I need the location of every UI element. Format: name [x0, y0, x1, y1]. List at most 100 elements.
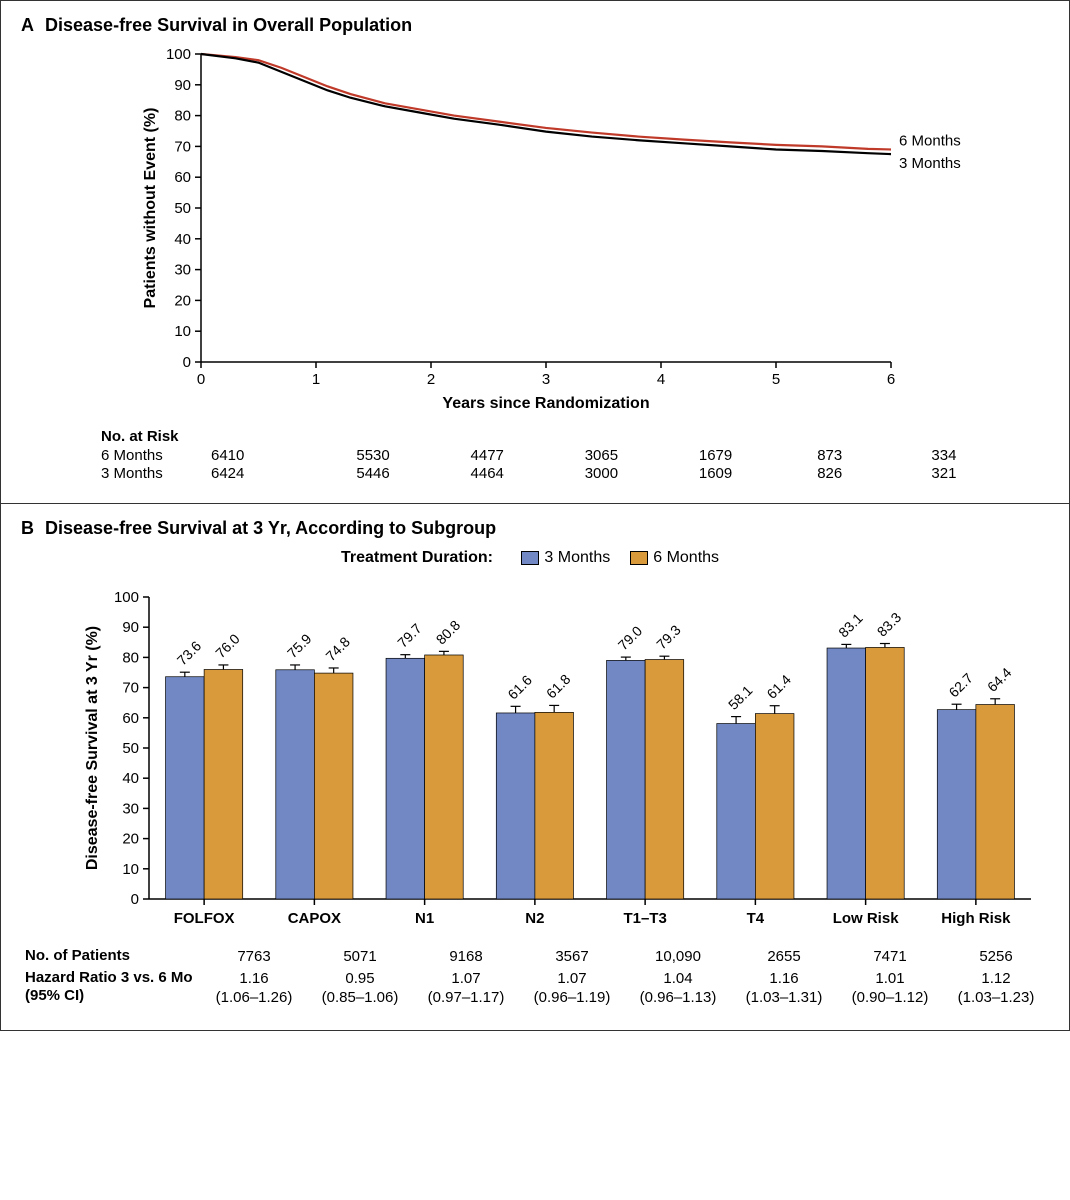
km-chart: 01020304050607080901000123456Years since…: [141, 46, 941, 416]
hazard-ratio-cell: 1.07(0.97–1.17): [413, 969, 519, 1008]
svg-text:60: 60: [174, 169, 191, 186]
svg-text:61.8: 61.8: [543, 671, 574, 702]
svg-text:58.1: 58.1: [725, 682, 756, 713]
hazard-ratio-cell: 1.12(1.03–1.23): [943, 969, 1049, 1008]
risk-cell: 1609: [658, 465, 772, 482]
svg-text:76.0: 76.0: [212, 630, 243, 661]
n-patients-row: No. of Patients 776350719168356710,09026…: [21, 947, 1049, 967]
risk-cell: 6424: [201, 465, 316, 482]
hazard-ratio-cell: 0.95(0.85–1.06): [307, 969, 413, 1008]
svg-text:90: 90: [122, 619, 139, 636]
risk-cell: 1679: [658, 447, 772, 464]
svg-text:6: 6: [887, 371, 895, 388]
svg-text:3 Months: 3 Months: [899, 155, 961, 172]
n-patients-cell: 7471: [837, 947, 943, 967]
svg-text:73.6: 73.6: [174, 638, 205, 669]
svg-text:80: 80: [174, 108, 191, 125]
svg-text:0: 0: [131, 891, 139, 908]
svg-text:79.7: 79.7: [394, 620, 425, 651]
hazard-ratio-cell: 1.01(0.90–1.12): [837, 969, 943, 1008]
svg-text:5: 5: [772, 371, 780, 388]
panel-a-title-text: Disease-free Survival in Overall Populat…: [45, 15, 412, 35]
svg-text:Low Risk: Low Risk: [833, 910, 900, 927]
risk-cell: 4477: [430, 447, 544, 464]
svg-text:75.9: 75.9: [284, 630, 315, 661]
svg-text:3: 3: [542, 371, 550, 388]
svg-text:90: 90: [174, 77, 191, 94]
panel-a-letter: A: [21, 15, 34, 35]
legend-swatch: [521, 551, 539, 565]
risk-row-label: 3 Months: [101, 465, 201, 482]
km-svg: 01020304050607080901000123456Years since…: [141, 46, 971, 416]
svg-text:Patients without Event (%): Patients without Event (%): [142, 108, 159, 309]
svg-text:100: 100: [114, 589, 139, 606]
svg-text:1: 1: [312, 371, 320, 388]
panel-a: A Disease-free Survival in Overall Popul…: [1, 1, 1069, 504]
legend-swatch: [630, 551, 648, 565]
legend: Treatment Duration: 3 Months 6 Months: [21, 549, 1049, 567]
bar-svg: 0102030405060708090100Disease-free Survi…: [81, 573, 1041, 933]
hr-label: Hazard Ratio 3 vs. 6 Mo (95% CI): [21, 969, 201, 1007]
svg-text:70: 70: [122, 680, 139, 697]
svg-text:40: 40: [122, 770, 139, 787]
risk-cell: 5446: [316, 465, 430, 482]
figure-container: A Disease-free Survival in Overall Popul…: [0, 0, 1070, 1031]
svg-text:40: 40: [174, 231, 191, 248]
n-patients-cell: 9168: [413, 947, 519, 967]
svg-text:0: 0: [197, 371, 205, 388]
svg-text:6 Months: 6 Months: [899, 132, 961, 149]
svg-text:100: 100: [166, 46, 191, 63]
risk-cell: 3000: [544, 465, 658, 482]
svg-text:62.7: 62.7: [945, 670, 976, 701]
risk-cell: 321: [887, 465, 1001, 482]
svg-text:64.4: 64.4: [984, 664, 1015, 695]
hazard-ratio-cell: 1.07(0.96–1.19): [519, 969, 625, 1008]
svg-text:79.0: 79.0: [615, 622, 646, 653]
n-patients-cell: 2655: [731, 947, 837, 967]
legend-item: 3 Months: [521, 549, 610, 566]
svg-text:83.3: 83.3: [874, 609, 905, 640]
hazard-ratio-cell: 1.16(1.03–1.31): [731, 969, 837, 1008]
risk-row: 3 Months64245446446430001609826321: [101, 465, 1049, 482]
risk-header: No. at Risk: [101, 428, 1049, 445]
n-patients-cell: 5256: [943, 947, 1049, 967]
hazard-ratio-cell: 1.04(0.96–1.13): [625, 969, 731, 1008]
svg-text:30: 30: [174, 262, 191, 279]
svg-text:30: 30: [122, 800, 139, 817]
svg-text:74.8: 74.8: [322, 633, 353, 664]
svg-text:T1–T3: T1–T3: [623, 910, 666, 927]
n-patients-cell: 5071: [307, 947, 413, 967]
svg-text:N2: N2: [525, 910, 544, 927]
svg-text:60: 60: [122, 710, 139, 727]
risk-cell: 6410: [201, 447, 316, 464]
panel-b-letter: B: [21, 518, 34, 538]
svg-text:Years since Randomization: Years since Randomization: [442, 395, 649, 412]
svg-text:0: 0: [183, 354, 191, 371]
svg-text:83.1: 83.1: [835, 610, 866, 641]
risk-row: 6 Months64105530447730651679873334: [101, 447, 1049, 464]
svg-text:20: 20: [122, 831, 139, 848]
risk-cell: 3065: [544, 447, 658, 464]
svg-text:79.3: 79.3: [653, 622, 684, 653]
risk-row-label: 6 Months: [101, 447, 201, 464]
hazard-ratio-row: Hazard Ratio 3 vs. 6 Mo (95% CI) 1.16(1.…: [21, 969, 1049, 1008]
svg-text:CAPOX: CAPOX: [288, 910, 341, 927]
n-patients-cell: 3567: [519, 947, 625, 967]
svg-text:20: 20: [174, 292, 191, 309]
svg-text:80.8: 80.8: [433, 617, 464, 648]
svg-text:2: 2: [427, 371, 435, 388]
panel-b: B Disease-free Survival at 3 Yr, Accordi…: [1, 504, 1069, 1030]
legend-title: Treatment Duration:: [341, 549, 493, 566]
svg-text:10: 10: [174, 323, 191, 340]
n-patients-cell: 10,090: [625, 947, 731, 967]
svg-text:4: 4: [657, 371, 665, 388]
svg-text:50: 50: [122, 740, 139, 757]
panel-a-title: A Disease-free Survival in Overall Popul…: [21, 15, 1049, 36]
n-patients-cell: 7763: [201, 947, 307, 967]
risk-cell: 826: [773, 465, 887, 482]
svg-text:61.6: 61.6: [504, 672, 535, 703]
legend-item: 6 Months: [630, 549, 719, 566]
panel-b-title-text: Disease-free Survival at 3 Yr, According…: [45, 518, 496, 538]
risk-cell: 4464: [430, 465, 544, 482]
svg-text:Disease-free Survival at 3 Yr: Disease-free Survival at 3 Yr (%): [84, 626, 101, 870]
